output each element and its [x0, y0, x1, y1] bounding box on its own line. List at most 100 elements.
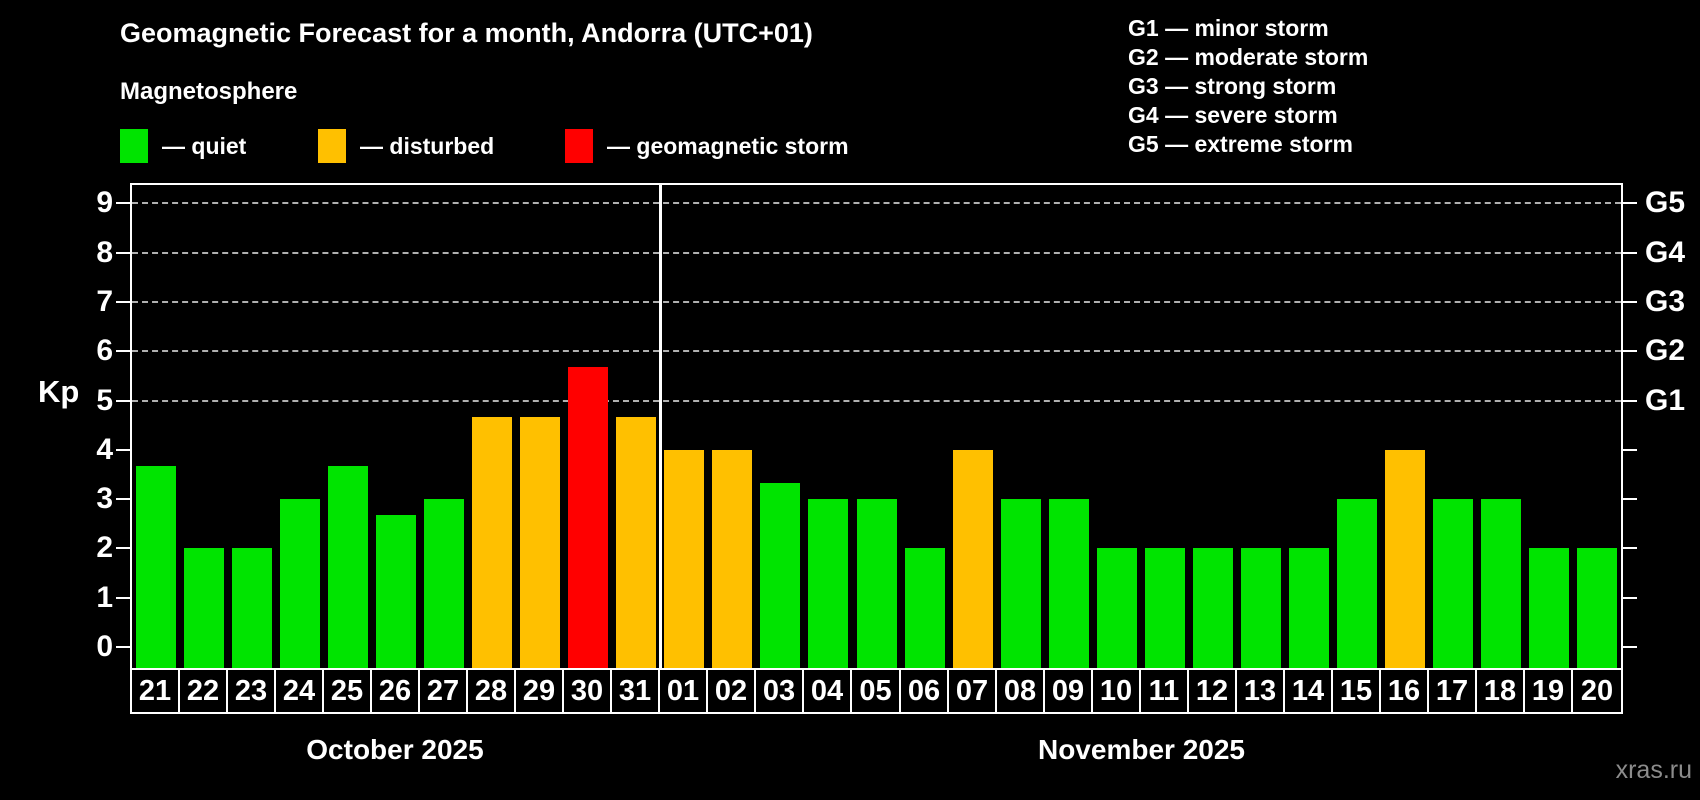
right-tick [1623, 350, 1637, 353]
kp-bar [328, 466, 368, 668]
date-box: 19 [1523, 668, 1573, 714]
kp-bar [568, 367, 608, 668]
date-box: 16 [1379, 668, 1429, 714]
right-tick [1623, 547, 1637, 550]
g-axis-label: G2 [1645, 334, 1686, 368]
kp-bar [1337, 499, 1377, 668]
date-box: 17 [1427, 668, 1477, 714]
g-scale-legend: G1 — minor storm G2 — moderate storm G3 — … [1128, 14, 1368, 159]
legend-item-storm: — geomagnetic storm [565, 124, 849, 168]
kp-bar [1145, 548, 1185, 668]
gridline-kp-6 [132, 350, 1621, 353]
g-scale-legend-line: G5 — extreme storm [1128, 131, 1353, 157]
legend-label: — geomagnetic storm [607, 132, 849, 159]
chart-subtitle: Magnetosphere [120, 78, 298, 105]
kp-tick-label: 5 [96, 383, 113, 417]
date-box: 21 [130, 668, 180, 714]
kp-bar [1529, 548, 1569, 668]
g-axis-label: G5 [1645, 186, 1686, 220]
date-box: 10 [1091, 668, 1141, 714]
kp-bar [376, 515, 416, 668]
right-tick [1623, 596, 1637, 599]
g-scale-legend-line: G1 — minor storm [1128, 15, 1329, 41]
kp-tick-label: 1 [96, 580, 113, 614]
date-box: 02 [706, 668, 756, 714]
date-box: 15 [1331, 668, 1381, 714]
legend-swatch-disturbed [318, 129, 346, 163]
date-box: 18 [1475, 668, 1525, 714]
right-tick [1623, 646, 1637, 648]
date-axis: 21 22 23 24 25 26 27 28 29 30 31 01 02 03 04 05 06 07 08 09… [130, 668, 1623, 714]
g-axis-label: G1 [1645, 383, 1686, 417]
date-box: 28 [466, 668, 516, 714]
gridline-kp-8 [132, 251, 1621, 254]
left-tick [116, 300, 130, 303]
gridline-kp-9 [132, 202, 1621, 205]
kp-bar [136, 466, 176, 668]
left-tick [116, 399, 130, 402]
date-box: 27 [418, 668, 468, 714]
date-box: 11 [1139, 668, 1189, 714]
kp-bar [808, 499, 848, 668]
left-tick [116, 202, 130, 205]
g-scale-legend-line: G2 — moderate storm [1128, 44, 1369, 70]
date-box: 14 [1283, 668, 1333, 714]
legend-swatch-quiet [120, 129, 148, 163]
kp-bar [1577, 548, 1617, 668]
kp-bar [1001, 499, 1041, 668]
g-axis-label: G3 [1645, 284, 1686, 318]
month-divider-line [659, 185, 662, 668]
date-box: 26 [370, 668, 420, 714]
kp-bar [1481, 499, 1521, 668]
kp-bar [1433, 499, 1473, 668]
kp-tick-label: 3 [96, 482, 113, 516]
kp-bar [616, 417, 656, 668]
kp-bar [472, 417, 512, 668]
right-tick [1623, 202, 1637, 205]
date-box: 01 [658, 668, 708, 714]
kp-bar [905, 548, 945, 668]
kp-tick-label: 6 [96, 334, 113, 368]
left-tick [116, 350, 130, 353]
month-caption: November 2025 [1037, 734, 1245, 765]
gridline-kp-7 [132, 300, 1621, 303]
date-box: 20 [1571, 668, 1623, 714]
kp-bar [1241, 548, 1281, 668]
right-tick [1623, 498, 1637, 501]
kp-tick-label: 4 [96, 432, 113, 466]
date-box: 30 [562, 668, 612, 714]
kp-tick-label: 2 [96, 531, 113, 565]
date-box: 04 [802, 668, 852, 714]
date-box: 24 [274, 668, 324, 714]
plot-area [130, 183, 1623, 670]
legend-swatch-storm [565, 129, 593, 163]
legend-item-disturbed: — disturbed [318, 124, 494, 168]
left-tick [116, 547, 130, 550]
date-box: 09 [1043, 668, 1093, 714]
left-tick [116, 251, 130, 254]
right-tick [1623, 300, 1637, 303]
date-box: 23 [226, 668, 276, 714]
kp-bar [232, 548, 272, 668]
date-box: 03 [754, 668, 804, 714]
right-tick [1623, 251, 1637, 254]
kp-tick-label: 0 [96, 630, 113, 663]
left-tick [116, 498, 130, 501]
left-tick [116, 596, 130, 599]
left-tick [116, 448, 130, 451]
g-scale-legend-line: G3 — strong storm [1128, 73, 1337, 99]
kp-bar [1385, 450, 1425, 668]
kp-bar [664, 450, 704, 668]
kp-bar [280, 499, 320, 668]
kp-bar [760, 483, 800, 668]
kp-bar [1289, 548, 1329, 668]
date-box: 29 [514, 668, 564, 714]
legend-item-quiet: — quiet [120, 124, 246, 168]
page-title: Geomagnetic Forecast for a month, Andorr… [120, 18, 813, 48]
g-axis-label: G4 [1645, 235, 1686, 269]
month-caption: October 2025 [306, 734, 484, 765]
kp-bar [424, 499, 464, 668]
date-box: 25 [322, 668, 372, 714]
date-box: 13 [1235, 668, 1285, 714]
